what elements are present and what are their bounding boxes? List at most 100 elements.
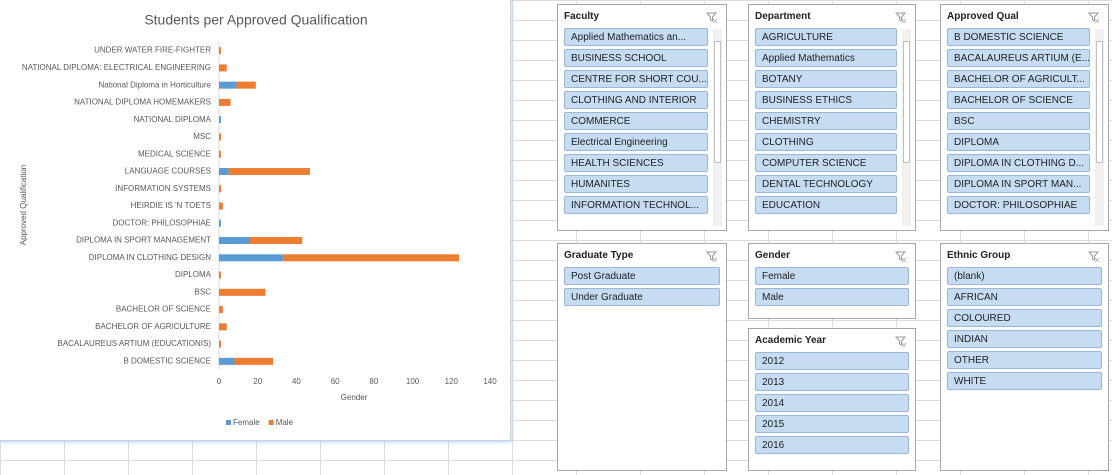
slicer-item[interactable]: DENTAL TECHNOLOGY (755, 175, 897, 193)
y-tick-label: NATIONAL DIPLOMA (134, 115, 212, 124)
y-tick-label: BACHELOR OF AGRICULTURE (95, 322, 211, 331)
clear-filter-icon[interactable] (894, 249, 907, 267)
slicer-item[interactable]: COMPUTER SCIENCE (755, 154, 897, 172)
y-tick-label: UNDER WATER FIRE-FIGHTER (94, 46, 211, 55)
slicer-item[interactable]: Post Graduate (564, 267, 720, 285)
slicer-item[interactable]: CLOTHING (755, 133, 897, 151)
slicer: Graduate Type Post Graduate Under Graduate (557, 243, 727, 471)
slicer-item[interactable]: DOCTOR: PHILOSOPHIAE (947, 196, 1090, 214)
bar-segment (219, 64, 227, 72)
x-tick-label: 60 (331, 377, 340, 386)
slicer-item[interactable]: BACHELOR OF AGRICULT... (947, 70, 1090, 88)
scrollbar (902, 29, 911, 226)
slicer: Academic Year 2012 2013 2014 2015 2016 (748, 328, 916, 471)
slicer-item[interactable]: 2013 (755, 373, 909, 391)
slicer-item[interactable]: 2014 (755, 394, 909, 412)
slicer-item[interactable]: BOTANY (755, 70, 897, 88)
slicer-item[interactable]: CLOTHING AND INTERIOR (564, 91, 708, 109)
bar-segment (234, 357, 274, 365)
bar-segment (219, 81, 237, 89)
x-tick-label: 120 (445, 377, 459, 386)
bar-segment (219, 271, 221, 279)
clear-filter-icon[interactable] (1087, 249, 1100, 267)
clear-filter-icon[interactable] (894, 10, 907, 28)
bar-segment (236, 81, 256, 89)
slicer-item[interactable]: 2015 (755, 415, 909, 433)
slicer-item[interactable]: AFRICAN (947, 288, 1102, 306)
slicer-item[interactable]: INDIAN (947, 330, 1102, 348)
bar-segment (219, 185, 221, 193)
slicer: Faculty Applied Mathematics an... BUSINESS… (557, 4, 727, 231)
bar-segment (282, 254, 460, 262)
bar-segment (249, 237, 303, 245)
slicer-item[interactable]: Male (755, 288, 909, 306)
bar-segment (219, 340, 221, 348)
bar-segment (219, 98, 231, 106)
slicer-item[interactable]: DIPLOMA (947, 133, 1090, 151)
slicer-item[interactable]: Applied Mathematics an... (564, 28, 708, 46)
bar-segment (219, 47, 221, 55)
bar-segment (219, 254, 283, 262)
bar-segment (219, 150, 221, 158)
bar-segment (219, 323, 227, 331)
slicer-item[interactable]: COMMERCE (564, 112, 708, 130)
y-tick-label: NATIONAL DIPLOMA: ELECTRICAL ENGINEERING (22, 63, 211, 72)
slicer-title: Academic Year (755, 335, 826, 346)
clear-filter-icon[interactable] (705, 249, 718, 267)
slicer-item[interactable]: Applied Mathematics (755, 49, 897, 67)
slicer-item[interactable]: CHEMISTRY (755, 112, 897, 130)
slicer-item[interactable]: HUMANITES (564, 175, 708, 193)
y-tick-label: BACALAUREUS ARTIUM (EDUCATIONIS) (57, 339, 211, 348)
legend-swatch (226, 420, 231, 425)
slicer-item[interactable]: INFORMATION TECHNOL... (564, 196, 708, 214)
slicer-item[interactable]: EDUCATION (755, 196, 897, 214)
slicer-item[interactable]: DIPLOMA IN CLOTHING D... (947, 154, 1090, 172)
clear-filter-icon[interactable] (705, 10, 718, 28)
slicer: Department AGRICULTURE Applied Mathematics… (748, 4, 916, 231)
slicer-title: Ethnic Group (947, 250, 1011, 261)
slicer-item[interactable]: Electrical Engineering (564, 133, 708, 151)
slicer-item[interactable]: Under Graduate (564, 288, 720, 306)
slicer-item[interactable]: 2016 (755, 436, 909, 454)
slicer-item[interactable]: CENTRE FOR SHORT COU... (564, 70, 708, 88)
x-tick-label: 140 (483, 377, 497, 386)
slicer-item[interactable]: (blank) (947, 267, 1102, 285)
clear-filter-icon[interactable] (894, 334, 907, 352)
slicer-item[interactable]: AGRICULTURE (755, 28, 897, 46)
bar-segment (228, 167, 310, 175)
slicer-item[interactable]: WHITE (947, 372, 1102, 390)
slicer-item[interactable]: Female (755, 267, 909, 285)
bar-segment (219, 288, 266, 296)
bar-segment (219, 116, 221, 124)
slicer: Approved Qual B DOMESTIC SCIENCE BACALAURE… (940, 4, 1109, 231)
bar-segment (219, 202, 223, 210)
scrollbar (1095, 29, 1104, 226)
x-tick-label: 0 (217, 377, 222, 386)
y-tick-label: HEIRDIE IS 'N TOETS (131, 201, 211, 210)
slicer-item[interactable]: COLOURED (947, 309, 1102, 327)
slicer-item[interactable]: B DOMESTIC SCIENCE (947, 28, 1090, 46)
slicer-item[interactable]: HEALTH SCIENCES (564, 154, 708, 172)
slicer-item[interactable]: BUSINESS ETHICS (755, 91, 897, 109)
slicer-item[interactable]: BUSINESS SCHOOL (564, 49, 708, 67)
slicer-item[interactable]: BACALAUREUS ARTIUM (E... (947, 49, 1090, 67)
y-tick-label: B DOMESTIC SCIENCE (123, 356, 211, 365)
y-axis-title: Approved Qualification (19, 165, 28, 246)
y-tick-label: BSC (195, 287, 212, 296)
legend-label: Male (276, 418, 294, 427)
x-tick-label: 20 (253, 377, 262, 386)
slicer: Ethnic Group (blank) AFRICAN COLOURED INDIAN… (940, 243, 1109, 471)
slicer-item[interactable]: 2012 (755, 352, 909, 370)
slicer-item[interactable]: DIPLOMA IN SPORT MAN... (947, 175, 1090, 193)
slicer-item[interactable]: BACHELOR OF SCIENCE (947, 91, 1090, 109)
y-tick-label: MSC (193, 132, 211, 141)
clear-filter-icon[interactable] (1087, 10, 1100, 28)
y-tick-label: NATIONAL DIPLOMA HOMEMAKERS (74, 98, 211, 107)
slicer-title: Approved Qual (947, 11, 1019, 22)
x-axis-title: Gender (341, 393, 368, 402)
slicer-item[interactable]: BSC (947, 112, 1090, 130)
y-tick-label: DIPLOMA IN SPORT MANAGEMENT (76, 236, 211, 245)
slicer-item[interactable]: OTHER (947, 351, 1102, 369)
y-tick-label: DIPLOMA (175, 270, 212, 279)
